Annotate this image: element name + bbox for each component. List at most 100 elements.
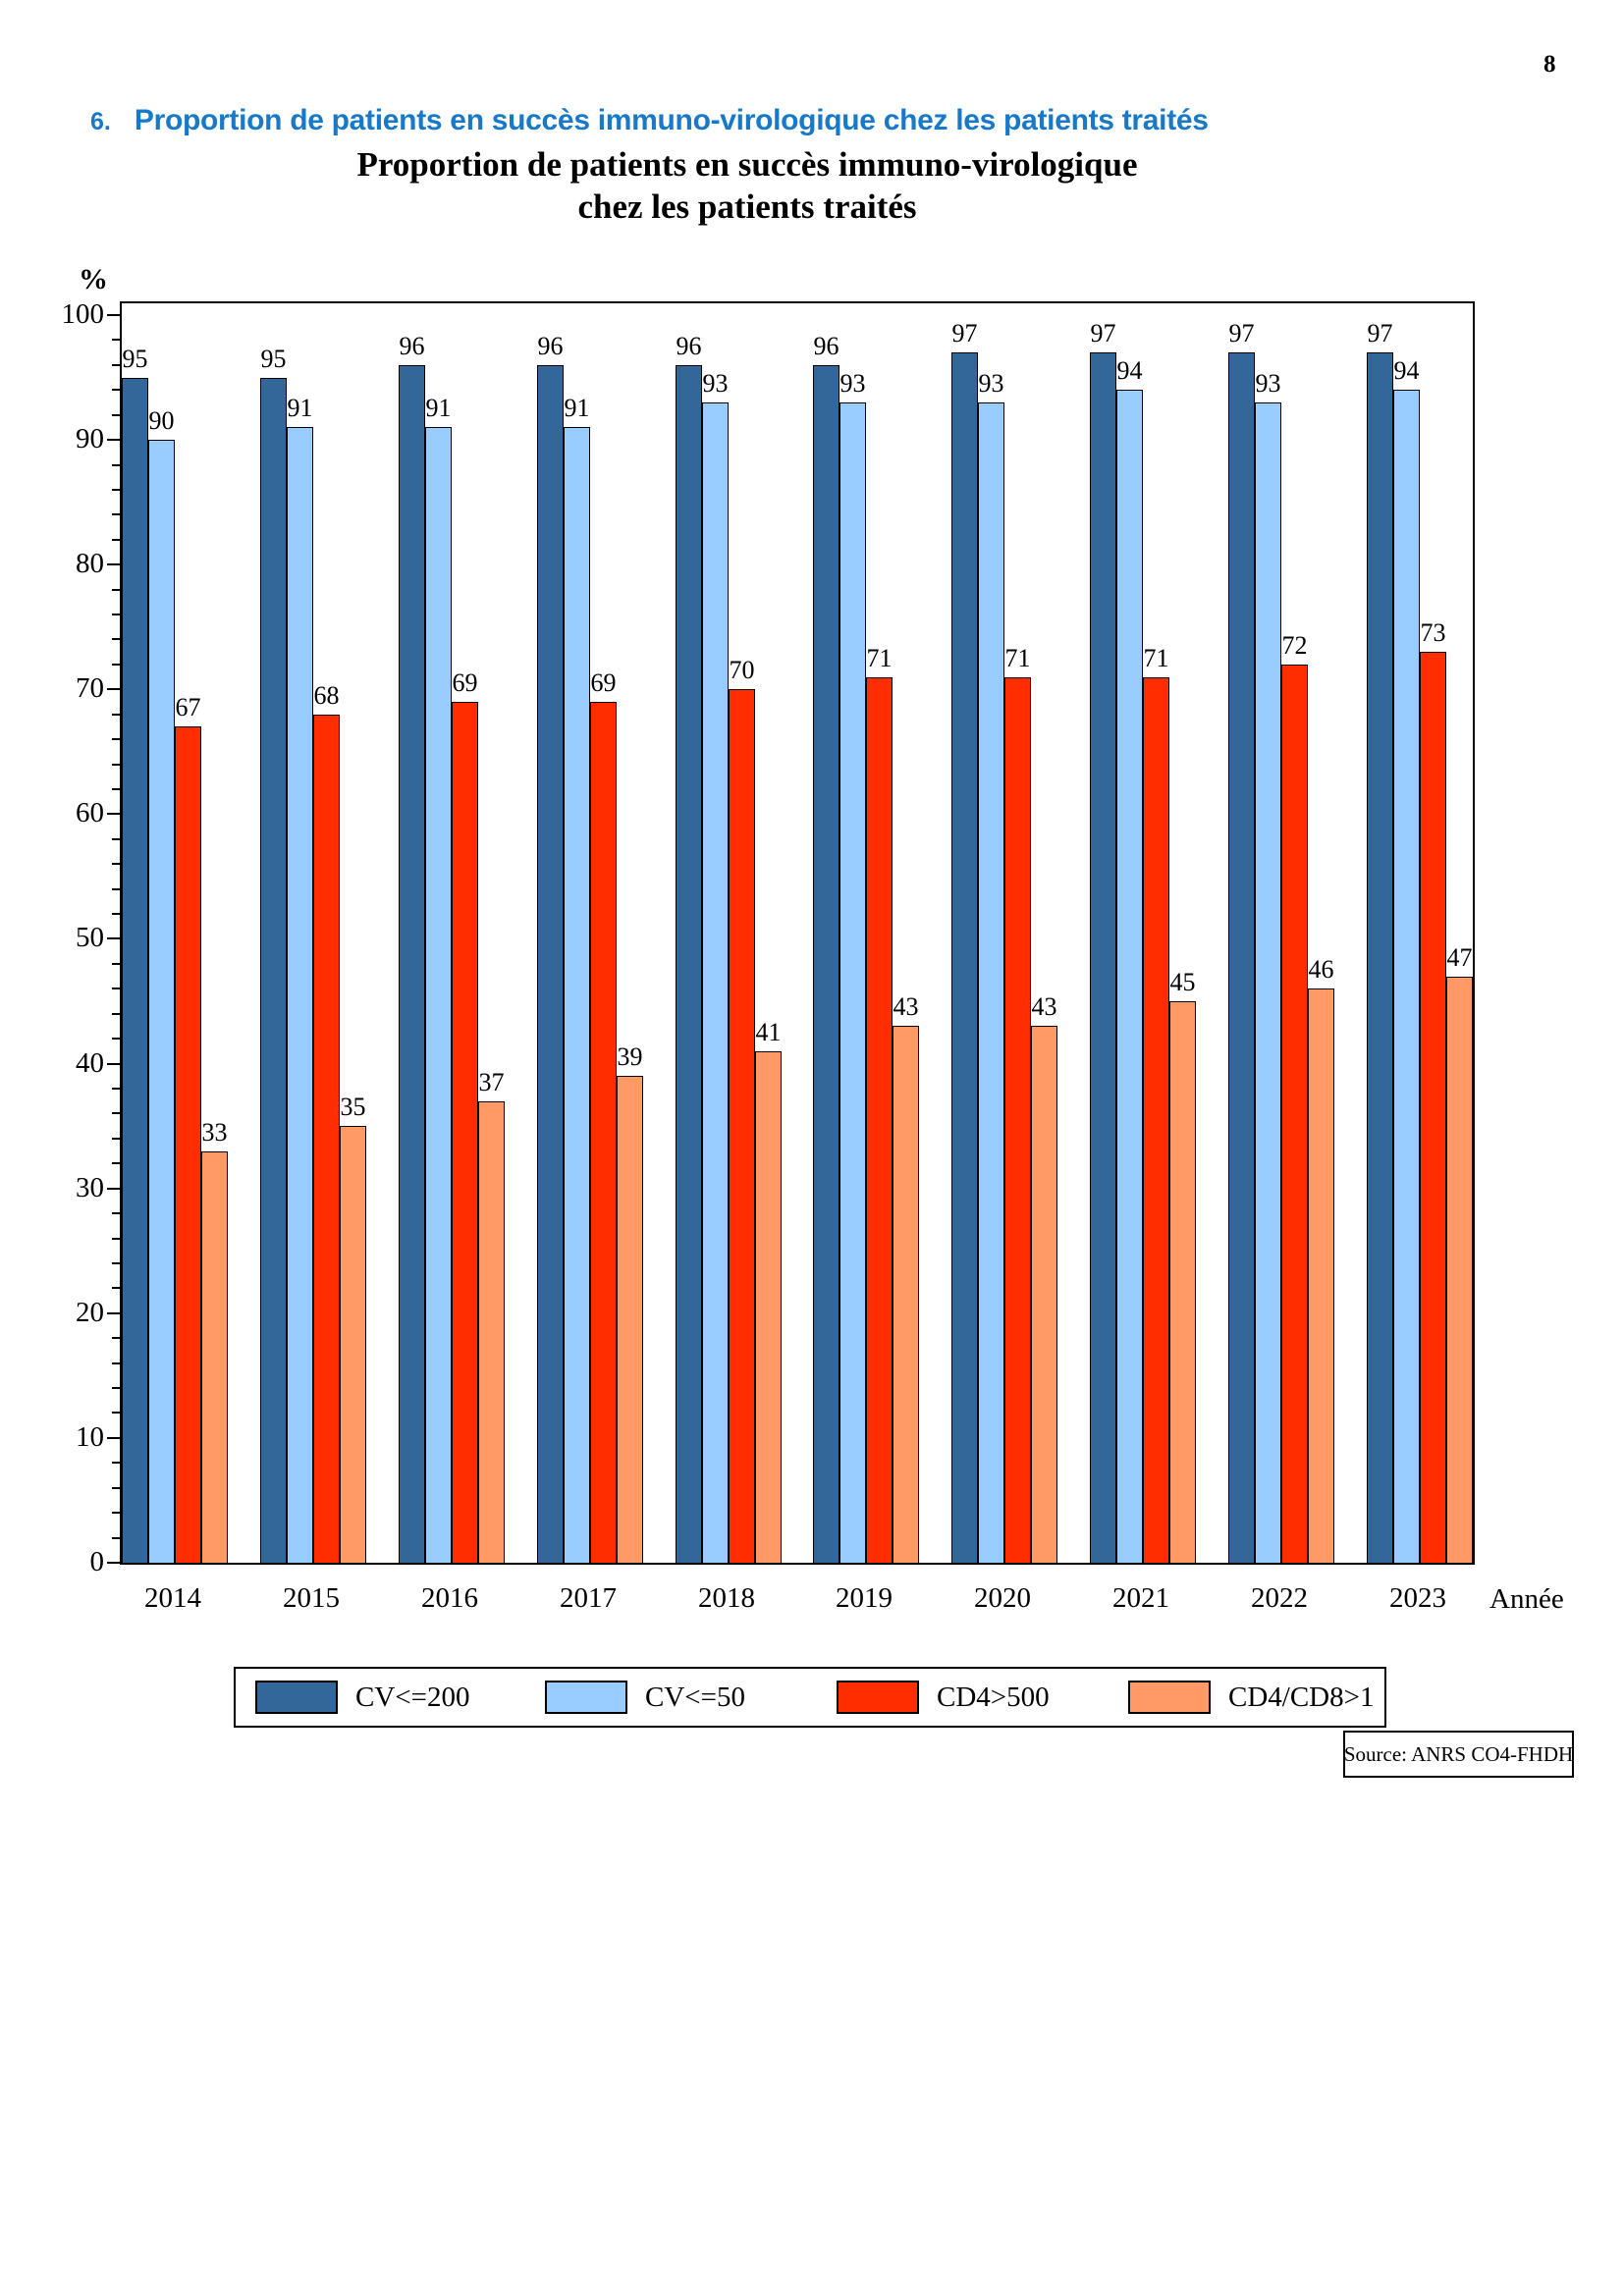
y-axis-major-tick: [107, 1437, 120, 1439]
bar-CV<=200-2015: [260, 378, 287, 1563]
bar-CD4>500-2018: [729, 689, 755, 1563]
bar-CV<=200-2020: [951, 352, 978, 1563]
y-axis-major-tick: [107, 1312, 120, 1314]
x-axis-tick-label-2018: 2018: [698, 1582, 755, 1614]
y-axis-minor-tick: [112, 389, 120, 391]
bar-value-label: 41: [755, 1018, 782, 1046]
x-axis-tick-label-2021: 2021: [1112, 1582, 1169, 1614]
bar-CD4/CD8>1-2016: [478, 1101, 505, 1563]
legend-swatch: [837, 1681, 919, 1714]
bar-value-label: 46: [1308, 955, 1334, 984]
x-axis-tick-label-2020: 2020: [974, 1582, 1031, 1614]
y-axis-minor-tick: [112, 513, 120, 515]
bar-value-label: 43: [1031, 992, 1057, 1021]
bar-CV<=200-2021: [1090, 352, 1116, 1563]
legend-entry-CV<=50: CV<=50: [545, 1669, 745, 1726]
y-axis-minor-tick: [112, 1212, 120, 1214]
bar-value-label: 93: [839, 369, 866, 398]
x-axis-tick-label-2022: 2022: [1251, 1582, 1308, 1614]
bar-value-label: 91: [287, 394, 313, 422]
x-axis-tick-label-2016: 2016: [421, 1582, 478, 1614]
bar-CV<=200-2019: [813, 365, 839, 1563]
bar-value-label: 91: [564, 394, 590, 422]
legend-swatch: [255, 1681, 338, 1714]
bar-CV<=50-2019: [839, 402, 866, 1563]
y-axis-major-tick: [107, 439, 120, 441]
legend-label: CD4/CD8>1: [1228, 1681, 1375, 1713]
bar-CD4>500-2017: [590, 702, 617, 1563]
bar-CD4>500-2020: [1004, 677, 1031, 1563]
y-axis-minor-tick: [112, 714, 120, 716]
y-axis-minor-tick: [112, 863, 120, 865]
x-axis-tick-label-2017: 2017: [560, 1582, 617, 1614]
bar-CD4>500-2019: [866, 677, 893, 1563]
y-axis-tick-label: 60: [76, 797, 104, 828]
x-axis-tick-label-2023: 2023: [1389, 1582, 1446, 1614]
bar-CV<=50-2018: [702, 402, 729, 1563]
bar-value-label: 47: [1446, 943, 1473, 972]
bar-value-label: 72: [1281, 631, 1308, 660]
y-axis-minor-tick: [112, 1112, 120, 1114]
y-axis-major-tick: [107, 813, 120, 815]
bar-value-label: 94: [1116, 356, 1143, 385]
y-axis-tick-label: 40: [76, 1047, 104, 1079]
bar-CD4>500-2014: [175, 726, 201, 1563]
source-box: Source: ANRS CO4-FHDH: [1343, 1731, 1574, 1778]
y-axis-minor-tick: [112, 1162, 120, 1164]
y-axis-minor-tick: [112, 589, 120, 591]
bar-value-label: 91: [425, 394, 452, 422]
y-axis-minor-tick: [112, 913, 120, 915]
bar-value-label: 37: [478, 1068, 505, 1096]
y-axis-minor-tick: [112, 963, 120, 965]
bar-CV<=50-2023: [1393, 390, 1420, 1563]
bar-CD4/CD8>1-2019: [893, 1026, 919, 1563]
bar-value-label: 93: [702, 369, 729, 398]
legend-label: CV<=50: [645, 1681, 745, 1713]
bar-CV<=200-2022: [1228, 352, 1255, 1563]
y-axis-minor-tick: [112, 364, 120, 366]
bar-value-label: 35: [340, 1093, 366, 1121]
y-axis-minor-tick: [112, 539, 120, 541]
y-axis-major-tick: [107, 563, 120, 565]
y-axis-minor-tick: [112, 638, 120, 640]
bar-CD4/CD8>1-2014: [201, 1151, 228, 1563]
bar-CV<=50-2021: [1116, 390, 1143, 1563]
y-axis-tick-label: 30: [76, 1172, 104, 1203]
bar-CD4>500-2021: [1143, 677, 1169, 1563]
chart-title-line1: Proportion de patients en succès immuno-…: [356, 145, 1138, 184]
bar-CV<=200-2023: [1367, 352, 1393, 1563]
y-axis-minor-tick: [112, 1362, 120, 1364]
y-axis-major-tick: [107, 937, 120, 939]
y-axis-major-tick: [107, 1063, 120, 1065]
y-axis-minor-tick: [112, 1462, 120, 1464]
y-axis-major-tick: [107, 314, 120, 316]
bar-value-label: 70: [729, 656, 755, 684]
bar-value-label: 71: [866, 644, 893, 672]
chart-title-line2: chez les patients traités: [577, 187, 917, 226]
bar-value-label: 93: [978, 369, 1004, 398]
legend-label: CV<=200: [355, 1681, 470, 1713]
bar-CD4>500-2023: [1420, 652, 1446, 1563]
y-axis-label: %: [79, 263, 108, 295]
y-axis-minor-tick: [112, 464, 120, 466]
bar-CV<=200-2014: [122, 378, 148, 1563]
bar-value-label: 96: [537, 332, 564, 360]
legend-entry-CV<=200: CV<=200: [255, 1669, 470, 1726]
y-axis-minor-tick: [112, 1138, 120, 1140]
bar-value-label: 96: [813, 332, 839, 360]
y-axis-major-tick: [107, 688, 120, 690]
y-axis-minor-tick: [112, 1038, 120, 1040]
y-axis-major-tick: [107, 1188, 120, 1190]
bar-CD4/CD8>1-2017: [617, 1076, 643, 1563]
x-axis-tick-label-2014: 2014: [144, 1582, 201, 1614]
bar-value-label: 73: [1420, 618, 1446, 647]
y-axis-major-tick: [107, 1562, 120, 1564]
bar-value-label: 69: [452, 668, 478, 697]
bar-value-label: 97: [951, 319, 978, 347]
y-axis-tick-label: 50: [76, 922, 104, 953]
y-axis-minor-tick: [112, 1412, 120, 1414]
bar-CV<=50-2015: [287, 427, 313, 1563]
y-axis-minor-tick: [112, 339, 120, 341]
y-axis-minor-tick: [112, 1337, 120, 1339]
